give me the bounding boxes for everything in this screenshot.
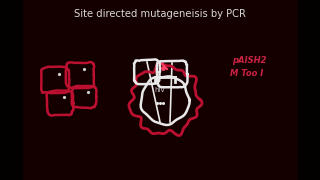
Text: Site directed mutageneisis by PCR: Site directed mutageneisis by PCR [74,9,246,19]
Text: M Too I: M Too I [230,69,263,78]
Text: hlv: hlv [155,87,165,93]
Bar [298,0,320,180]
Bar [0,0,22,180]
Text: pAISH2: pAISH2 [232,55,267,64]
